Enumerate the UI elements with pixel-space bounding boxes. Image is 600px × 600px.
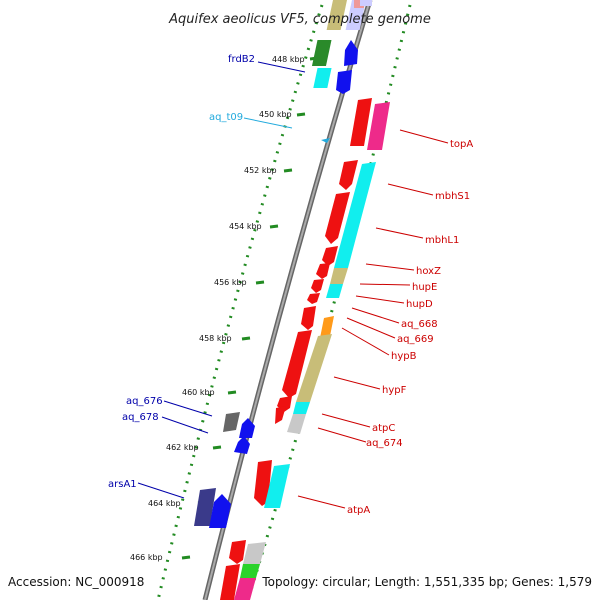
gene-feature[interactable]: [234, 436, 250, 454]
gene-feature[interactable]: [220, 564, 240, 600]
tick-label: 458 kbp: [199, 334, 232, 343]
gene-feature[interactable]: [354, 0, 364, 8]
gene-label-frdB2[interactable]: frdB2: [228, 54, 255, 65]
gene-feature[interactable]: [287, 414, 306, 434]
outer-dotted-guide: [246, 4, 412, 600]
gene-feature[interactable]: [307, 293, 320, 304]
gene-feature[interactable]: [325, 192, 350, 244]
gene-feature[interactable]: [344, 40, 358, 66]
gene-label-aq-674[interactable]: aq_674: [366, 438, 403, 449]
gene-label-mbhS1[interactable]: mbhS1: [435, 191, 470, 202]
gene-label-hypB[interactable]: hypB: [391, 351, 417, 362]
gene-feature[interactable]: [350, 98, 372, 146]
gene-feature[interactable]: [293, 402, 310, 414]
leader-lines: [137, 61, 449, 509]
gene-feature[interactable]: [243, 542, 266, 564]
gene-feature[interactable]: [229, 540, 246, 564]
gene-feature[interactable]: [360, 0, 372, 6]
map-title: Aquifex aeolicus VF5, complete genome: [168, 12, 431, 27]
gene-label-hoxZ[interactable]: hoxZ: [416, 266, 441, 277]
gene-feature[interactable]: [322, 246, 338, 266]
gene-feature[interactable]: [326, 284, 343, 298]
tick-label: 452 kbp: [244, 166, 277, 175]
gene-label-aq-669[interactable]: aq_669: [397, 334, 434, 345]
inner-dotted-guide: [156, 4, 324, 600]
gene-label-aq-t09[interactable]: aq_t09: [209, 112, 243, 123]
tick-label: 456 kbp: [214, 278, 247, 287]
gene-feature[interactable]: [311, 279, 324, 293]
gene-feature[interactable]: [239, 418, 255, 438]
tick-label: 466 kbp: [130, 553, 163, 562]
gene-label-hupD[interactable]: hupD: [406, 299, 433, 310]
gene-feature[interactable]: [296, 334, 332, 402]
gene-feature[interactable]: [339, 160, 358, 190]
gene-feature[interactable]: [313, 68, 332, 88]
tick-label: 462 kbp: [166, 443, 199, 452]
tick-label: 454 kbp: [229, 222, 262, 231]
gene-feature[interactable]: [321, 138, 330, 143]
tick-label: 450 kbp: [259, 110, 292, 119]
tick-label: 460 kbp: [182, 388, 215, 397]
gene-feature[interactable]: [336, 70, 352, 94]
gene-feature[interactable]: [311, 40, 332, 66]
gene-label-hypF[interactable]: hypF: [382, 385, 407, 396]
gene-label-atpC[interactable]: atpC: [372, 423, 395, 434]
gene-feature[interactable]: [194, 488, 216, 526]
gene-feature[interactable]: [240, 564, 260, 578]
gene-label-aq-676[interactable]: aq_676: [126, 396, 163, 407]
gene-feature[interactable]: [330, 268, 348, 284]
gene-label-atpA[interactable]: atpA: [347, 505, 370, 516]
gene-feature[interactable]: [209, 494, 231, 528]
tick-label: 448 kbp: [272, 55, 305, 64]
accession-text: Accession: NC_000918: [8, 575, 144, 589]
gene-feature[interactable]: [264, 464, 290, 508]
gene-feature[interactable]: [320, 316, 334, 338]
gene-feature[interactable]: [223, 412, 240, 432]
gene-feature[interactable]: [334, 162, 376, 268]
gene-label-arsA1[interactable]: arsA1: [108, 479, 137, 490]
gene-label-mbhL1[interactable]: mbhL1: [425, 235, 459, 246]
gene-feature[interactable]: [316, 263, 330, 279]
gene-label-aq-678[interactable]: aq_678: [122, 412, 159, 423]
gene-feature[interactable]: [367, 102, 390, 150]
kbp-ticks: [181, 56, 319, 560]
gene-label-topA[interactable]: topA: [450, 139, 473, 150]
gene-feature[interactable]: [282, 330, 312, 398]
gene-feature[interactable]: [301, 306, 316, 330]
gene-label-aq-668[interactable]: aq_668: [401, 319, 438, 330]
gene-feature[interactable]: [275, 406, 286, 424]
gene-feature[interactable]: [326, 0, 347, 30]
topology-text: Topology: circular; Length: 1,551,335 bp…: [261, 575, 592, 589]
gene-feature[interactable]: [234, 578, 256, 600]
gene-label-hupE[interactable]: hupE: [412, 282, 437, 293]
tick-label: 464 kbp: [148, 499, 181, 508]
